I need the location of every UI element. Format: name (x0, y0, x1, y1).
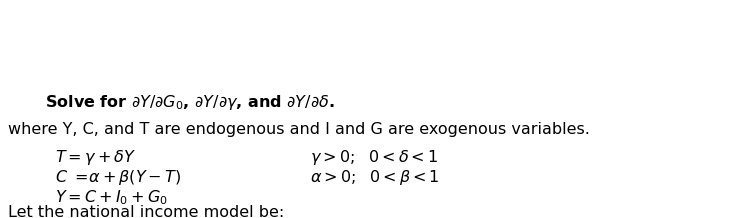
Text: Let the national income model be:: Let the national income model be: (8, 205, 284, 218)
Text: $T = \gamma + \delta Y$: $T = \gamma + \delta Y$ (55, 148, 136, 167)
Text: Solve for $\partial Y/\partial G_0$, $\partial Y/\partial \gamma$, and $\partial: Solve for $\partial Y/\partial G_0$, $\p… (45, 93, 335, 112)
Text: $Y = C + I_0 + G_0$: $Y = C + I_0 + G_0$ (55, 188, 168, 207)
Text: $\gamma > 0;\ \ 0 < \delta < 1$: $\gamma > 0;\ \ 0 < \delta < 1$ (310, 148, 438, 167)
Text: where Y, C, and T are endogenous and I and G are exogenous variables.: where Y, C, and T are endogenous and I a… (8, 122, 590, 137)
Text: $\alpha > 0;\ \ 0 < \beta < 1$: $\alpha > 0;\ \ 0 < \beta < 1$ (310, 168, 440, 187)
Text: $C\ =\!\alpha +\beta(Y - T)$: $C\ =\!\alpha +\beta(Y - T)$ (55, 168, 181, 187)
